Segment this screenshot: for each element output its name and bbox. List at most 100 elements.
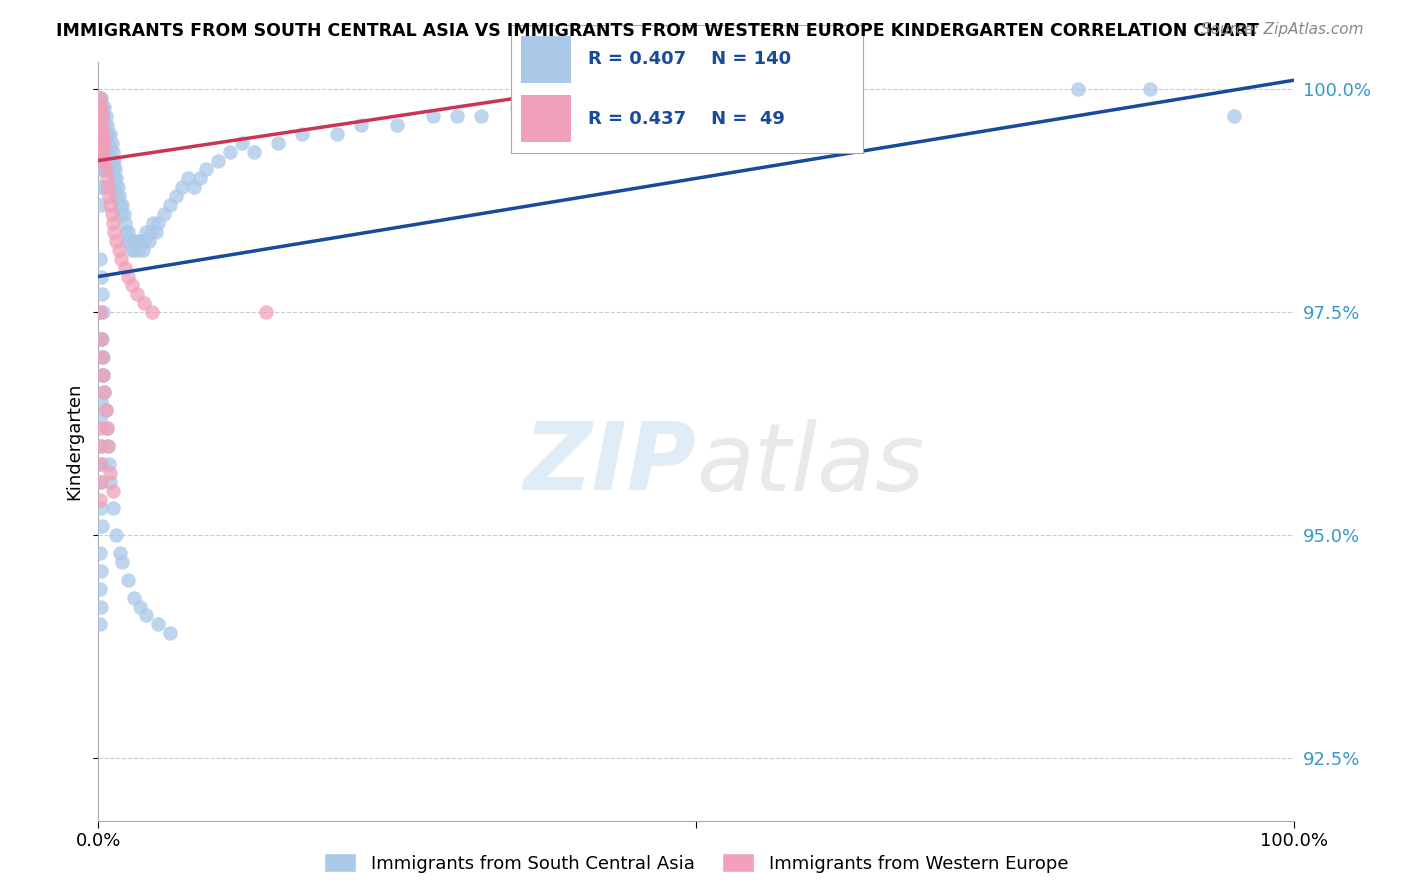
Point [97, 145, 120, 159]
Point [142, 216, 165, 230]
Point [89, 91, 111, 105]
Point [101, 145, 124, 159]
Point [100, 153, 122, 168]
Point [89, 100, 111, 114]
Point [90, 145, 112, 159]
Point [159, 198, 181, 212]
Point [89, 127, 111, 141]
Point [103, 153, 125, 168]
Point [94, 145, 117, 159]
Point [105, 528, 128, 542]
Point [117, 573, 139, 587]
Point [111, 555, 134, 569]
Point [1139, 82, 1161, 96]
Legend: Immigrants from South Central Asia, Immigrants from Western Europe: Immigrants from South Central Asia, Immi… [316, 846, 1076, 880]
Point [103, 171, 125, 186]
Point [91, 350, 114, 364]
Point [90, 100, 112, 114]
Point [138, 234, 160, 248]
Point [145, 225, 167, 239]
Point [131, 243, 153, 257]
Point [129, 599, 152, 614]
Point [470, 109, 492, 123]
Point [91, 350, 114, 364]
Point [541, 100, 564, 114]
Point [101, 501, 124, 516]
Point [91, 457, 114, 471]
Point [125, 287, 148, 301]
Point [98, 198, 122, 212]
Point [93, 153, 115, 168]
Point [96, 136, 118, 150]
Point [89, 118, 111, 132]
Point [121, 278, 143, 293]
Point [91, 368, 114, 382]
Point [96, 421, 118, 435]
Point [254, 305, 277, 319]
Point [267, 136, 290, 150]
Point [125, 234, 148, 248]
Point [91, 145, 114, 159]
Point [97, 439, 120, 453]
Point [93, 136, 115, 150]
Point [91, 519, 114, 533]
Text: IMMIGRANTS FROM SOUTH CENTRAL ASIA VS IMMIGRANTS FROM WESTERN EUROPE KINDERGARTE: IMMIGRANTS FROM SOUTH CENTRAL ASIA VS IM… [56, 22, 1260, 40]
Point [91, 145, 114, 159]
Point [188, 171, 211, 186]
Point [97, 439, 120, 453]
Point [165, 189, 187, 203]
Point [98, 162, 122, 177]
Point [91, 162, 114, 177]
Point [177, 171, 200, 186]
Point [135, 225, 157, 239]
Point [422, 109, 444, 123]
Point [96, 421, 118, 435]
Point [93, 385, 115, 400]
Point [105, 234, 128, 248]
Point [89, 252, 111, 266]
Point [135, 608, 157, 623]
Point [91, 100, 114, 114]
Point [90, 599, 112, 614]
Point [94, 403, 117, 417]
Point [159, 626, 181, 640]
Point [90, 127, 112, 141]
Point [96, 118, 118, 132]
Point [107, 180, 129, 194]
Point [153, 207, 176, 221]
Point [90, 118, 112, 132]
Point [127, 243, 149, 257]
Point [91, 127, 114, 141]
Point [89, 91, 111, 105]
Point [89, 457, 111, 471]
Point [100, 207, 122, 221]
Point [98, 145, 122, 159]
Point [90, 475, 112, 489]
Point [121, 243, 143, 257]
Point [93, 136, 115, 150]
Point [89, 421, 111, 435]
Point [91, 332, 114, 346]
Point [91, 136, 114, 150]
Point [1223, 109, 1246, 123]
Point [90, 439, 112, 453]
Point [89, 109, 111, 123]
Point [326, 127, 349, 141]
Point [148, 216, 170, 230]
Point [91, 350, 114, 364]
Point [139, 225, 162, 239]
Point [91, 109, 114, 123]
Point [172, 180, 194, 194]
Point [98, 189, 121, 203]
Point [91, 118, 114, 132]
Point [115, 225, 138, 239]
Point [89, 136, 111, 150]
Point [100, 136, 122, 150]
Point [110, 252, 132, 266]
Point [105, 171, 128, 186]
Point [506, 100, 529, 114]
Point [195, 162, 218, 177]
Point [107, 243, 129, 257]
Point [94, 162, 117, 177]
Point [446, 109, 468, 123]
